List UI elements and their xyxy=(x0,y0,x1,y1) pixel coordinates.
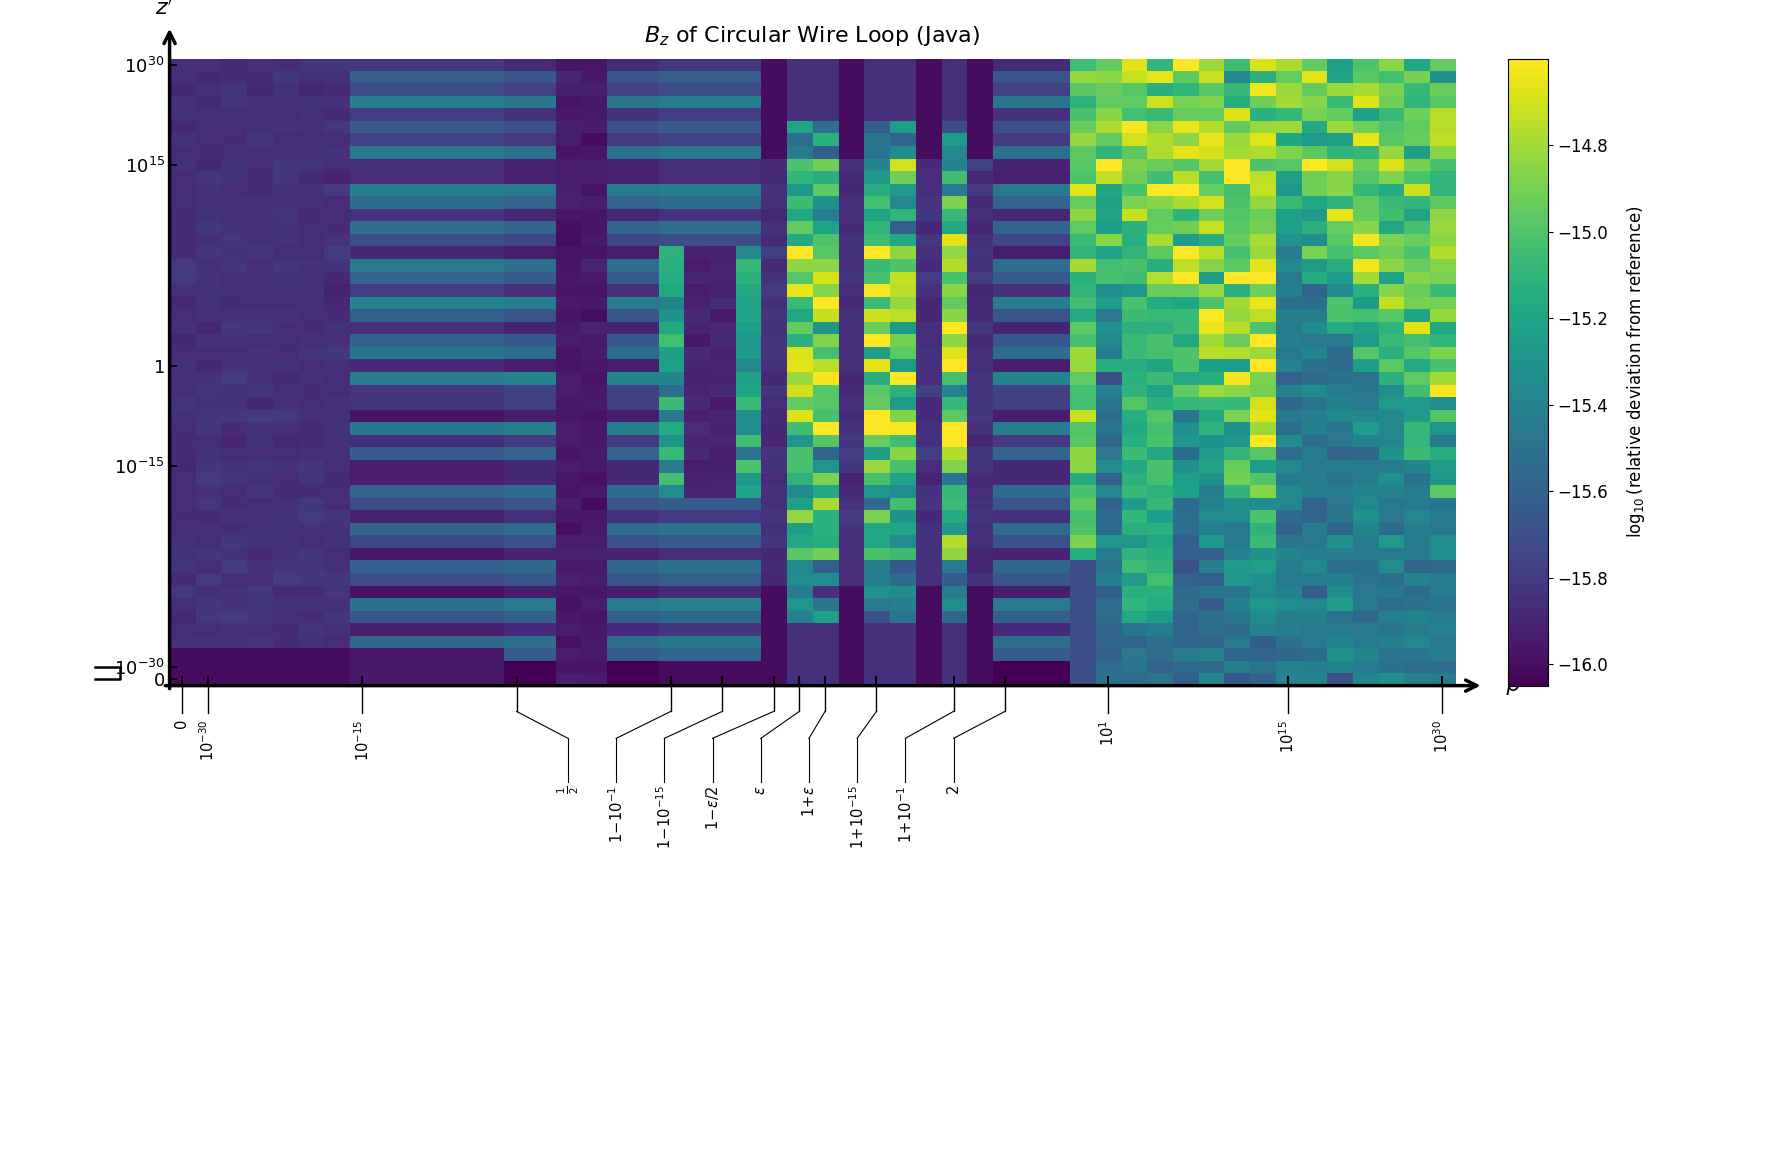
Text: $10^{-15}$: $10^{-15}$ xyxy=(353,720,371,761)
Text: $1\!-\!10^{-15}$: $1\!-\!10^{-15}$ xyxy=(655,785,673,850)
Text: $z'$: $z'$ xyxy=(155,0,173,19)
Text: $1\!+\!\varepsilon$: $1\!+\!\varepsilon$ xyxy=(801,785,818,817)
Text: $10^{15}$: $10^{15}$ xyxy=(1278,720,1298,752)
Text: $10^{30}$: $10^{30}$ xyxy=(1433,720,1451,752)
Title: $B_z$ of Circular Wire Loop (Java): $B_z$ of Circular Wire Loop (Java) xyxy=(644,23,980,48)
Text: $\frac{1}{2}$: $\frac{1}{2}$ xyxy=(555,785,580,793)
Text: $1\!-\!10^{-1}$: $1\!-\!10^{-1}$ xyxy=(607,785,625,843)
Text: $0$: $0$ xyxy=(175,720,191,730)
Text: $\rho'$: $\rho'$ xyxy=(1505,673,1526,699)
Text: $1\!+\!10^{-1}$: $1\!+\!10^{-1}$ xyxy=(896,785,914,843)
Text: $2$: $2$ xyxy=(946,785,962,795)
Text: $1\!-\!\varepsilon/2$: $1\!-\!\varepsilon/2$ xyxy=(703,785,721,830)
Text: $\varepsilon$: $\varepsilon$ xyxy=(753,785,768,795)
Text: $10^{1}$: $10^{1}$ xyxy=(1098,720,1117,745)
Text: $10^{-30}$: $10^{-30}$ xyxy=(198,720,218,762)
Text: $1\!+\!10^{-15}$: $1\!+\!10^{-15}$ xyxy=(848,785,866,850)
Y-axis label: $\log_{10}$(relative deviation from reference): $\log_{10}$(relative deviation from refe… xyxy=(1624,206,1648,538)
